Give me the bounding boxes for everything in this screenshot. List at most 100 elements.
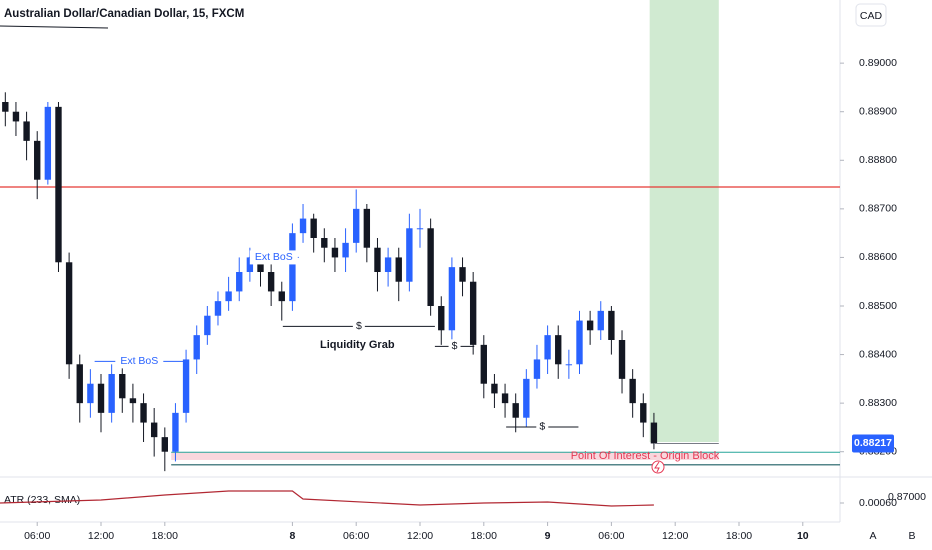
candle-body	[129, 398, 137, 404]
x-tick-label: 9	[545, 530, 551, 542]
candle-body	[225, 291, 232, 302]
overlay-price: 0.87000	[888, 491, 926, 503]
candle-body	[267, 272, 275, 292]
candle-body	[331, 247, 339, 258]
candle-body	[34, 140, 41, 180]
candle-body	[172, 412, 179, 452]
candle-body	[459, 267, 466, 282]
candle-body	[204, 315, 211, 336]
title-background	[0, 5, 200, 23]
candle-body	[640, 403, 647, 423]
candle-body	[374, 247, 381, 272]
annotation-label: $	[452, 340, 458, 352]
y-tick-label: 0.88300	[859, 397, 897, 409]
candle-body	[87, 383, 94, 404]
candle-body	[608, 310, 615, 340]
atr-y-tick-label: 0.00060	[859, 497, 897, 509]
candle-body	[108, 374, 115, 413]
annotation-label: $	[356, 320, 362, 332]
x-tick-label: 8	[289, 530, 295, 542]
y-tick-label: 0.88700	[859, 203, 897, 215]
annotation-bg	[249, 250, 298, 265]
candle-body	[480, 344, 487, 384]
candle-body	[427, 228, 434, 306]
candle-body	[321, 238, 328, 248]
candle-body	[97, 383, 105, 413]
y-tick-label: 0.88600	[859, 251, 897, 263]
candle-body	[406, 228, 413, 282]
candle-body	[448, 267, 456, 331]
candle-body	[2, 102, 9, 112]
candle-body	[491, 383, 498, 394]
chart-label: Liquidity Grab	[320, 339, 395, 351]
candle-body	[384, 257, 392, 272]
candle-body	[618, 340, 626, 379]
y-tick-label: 0.89000	[859, 57, 897, 69]
atr-line	[0, 490, 654, 507]
y-tick-label: 0.88900	[859, 105, 897, 117]
currency-badge[interactable]	[855, 3, 887, 27]
candle-body	[299, 218, 307, 234]
x-tick-label: 10	[797, 530, 809, 542]
last-price-badge	[852, 434, 894, 453]
annotation-bg	[115, 354, 164, 369]
candle-body	[140, 403, 147, 423]
candle-body	[533, 359, 541, 379]
candle-body	[469, 281, 477, 345]
candle-body	[76, 364, 83, 404]
y-tick-label: 0.88800	[859, 154, 897, 166]
candle-body	[55, 106, 62, 263]
candle-body	[353, 208, 360, 243]
annotation-bg	[352, 319, 365, 334]
candle-body	[310, 218, 317, 238]
background-layer: 0.882000.883000.884000.885000.886000.887…	[0, 0, 897, 542]
x-tick-label: 12:00	[662, 530, 688, 542]
annotation-label: $	[539, 421, 545, 433]
annotation-label: Ext BoS	[120, 355, 158, 367]
candle-body	[544, 335, 551, 360]
candle-body	[597, 310, 604, 331]
log-scale-button[interactable]: B	[908, 530, 915, 542]
candle-body	[278, 291, 285, 302]
x-tick-label: 18:00	[471, 530, 497, 542]
candle-body	[193, 335, 200, 360]
last-price-label: 0.88217	[854, 437, 892, 449]
alert-icon[interactable]	[651, 460, 665, 474]
auto-scale-button[interactable]: A	[869, 530, 876, 542]
trend-line	[0, 25, 109, 29]
candle-body	[214, 301, 222, 316]
candle-body	[161, 437, 168, 452]
x-tick-label: 06:00	[343, 530, 369, 542]
candle-body	[65, 262, 73, 365]
x-tick-label: 12:00	[88, 530, 114, 542]
candle-body	[342, 242, 349, 258]
candle-body	[246, 257, 254, 272]
candle-body	[512, 403, 519, 418]
y-tick-label: 0.88400	[859, 348, 897, 360]
candle-body	[586, 320, 594, 331]
annotation-label: Ext BoS	[255, 251, 293, 263]
atr-label: ATR (233, SMA)	[4, 494, 80, 506]
candle-body	[629, 378, 636, 404]
candle-body	[150, 422, 158, 438]
alert-icon-bolt	[654, 461, 660, 473]
candle-body	[501, 393, 509, 404]
annotation-bg	[536, 419, 549, 434]
x-tick-label: 18:00	[726, 530, 752, 542]
candle-body	[438, 306, 445, 331]
poi-zone	[171, 452, 719, 460]
candle-body	[12, 111, 20, 122]
candle-body	[395, 257, 402, 282]
candle-body	[650, 422, 658, 444]
candle-body	[257, 257, 264, 272]
candle-body	[119, 374, 126, 399]
currency-label[interactable]: CAD	[860, 10, 883, 22]
y-tick-label: 0.88500	[859, 300, 897, 312]
candle-body	[523, 378, 530, 418]
x-tick-label: 06:00	[598, 530, 624, 542]
candle-body	[44, 106, 52, 180]
x-tick-label: 18:00	[152, 530, 178, 542]
foreground-layer: Point Of Interest - Origin Block Ext BoS E…	[94, 250, 894, 462]
